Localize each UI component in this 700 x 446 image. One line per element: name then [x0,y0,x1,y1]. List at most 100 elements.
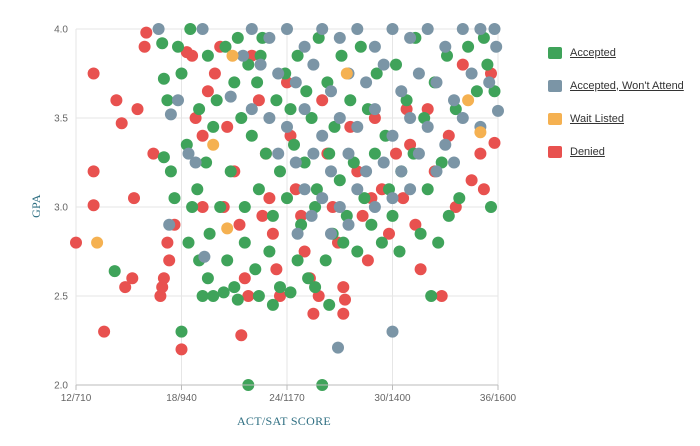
data-point[interactable] [281,23,293,35]
data-point[interactable] [347,156,360,169]
data-point[interactable] [201,49,214,62]
legend-item[interactable]: Accepted [548,36,698,69]
data-point[interactable] [368,103,381,116]
data-point[interactable] [316,129,329,142]
data-point[interactable] [397,192,410,205]
data-point[interactable] [163,218,176,231]
data-point[interactable] [351,245,364,258]
data-point[interactable] [377,58,390,71]
data-point[interactable] [186,49,199,62]
data-point[interactable] [228,281,241,294]
data-point[interactable] [386,129,399,142]
data-point[interactable] [281,192,293,205]
data-point[interactable] [309,281,322,294]
data-point[interactable] [221,254,234,267]
legend-label[interactable]: Wait Listed [570,112,625,125]
data-point[interactable] [224,165,237,178]
data-point[interactable] [481,58,494,71]
data-point[interactable] [342,147,355,160]
data-point[interactable] [298,156,311,169]
legend-item[interactable]: Accepted, Won't Attend [548,69,698,102]
data-point[interactable] [356,209,369,222]
data-point[interactable] [370,67,383,80]
data-point[interactable] [201,272,214,285]
data-point[interactable] [474,23,487,35]
data-point[interactable] [237,49,249,62]
data-point[interactable] [254,49,267,62]
data-point[interactable] [337,307,350,320]
data-point[interactable] [390,58,402,71]
data-point[interactable] [300,85,313,98]
data-point[interactable] [274,290,286,302]
data-point[interactable] [375,236,388,249]
data-point[interactable] [266,227,279,240]
data-point[interactable] [168,192,181,205]
data-point[interactable] [298,183,311,196]
data-point[interactable] [412,147,425,160]
data-point[interactable] [217,286,230,299]
data-point[interactable] [456,23,469,35]
data-point[interactable] [284,286,297,299]
data-point[interactable] [87,199,100,212]
data-point[interactable] [180,138,193,151]
data-point[interactable] [131,103,144,116]
data-point[interactable] [490,40,503,53]
data-point[interactable] [228,76,241,89]
data-point[interactable] [164,165,177,178]
data-point[interactable] [182,147,195,160]
data-point[interactable] [196,201,209,213]
data-point[interactable] [91,236,104,249]
data-point[interactable] [182,236,195,249]
data-point[interactable] [295,209,308,222]
data-point[interactable] [251,76,264,89]
data-point[interactable] [172,94,184,107]
data-point[interactable] [210,94,223,107]
data-point[interactable] [208,67,221,80]
data-point[interactable] [456,112,469,124]
data-point[interactable] [289,76,302,89]
data-point[interactable] [340,67,353,80]
data-point[interactable] [462,40,475,53]
data-point[interactable] [291,49,304,62]
data-point[interactable] [488,85,501,98]
data-point[interactable] [266,209,279,222]
data-point[interactable] [316,94,329,107]
data-point[interactable] [328,120,341,133]
data-point[interactable] [161,94,174,107]
data-point[interactable] [138,40,151,53]
data-point[interactable] [175,67,188,80]
data-point[interactable] [87,67,100,80]
data-point[interactable] [272,67,285,80]
legend-label[interactable]: Denied [570,145,605,158]
data-point[interactable] [368,40,381,53]
data-point[interactable] [274,281,286,294]
data-point[interactable] [333,174,346,187]
data-point[interactable] [172,40,184,53]
data-point[interactable] [386,325,399,338]
data-point[interactable] [281,76,293,89]
data-point[interactable] [337,281,350,294]
data-point[interactable] [221,222,234,235]
legend-item[interactable]: Wait Listed [548,102,698,135]
data-point[interactable] [298,40,311,53]
data-point[interactable] [442,209,455,222]
data-point[interactable] [196,23,209,35]
data-point[interactable] [289,183,302,196]
data-point[interactable] [224,90,237,103]
data-point[interactable] [395,165,408,178]
data-point[interactable] [404,183,417,196]
data-point[interactable] [483,76,496,89]
data-point[interactable] [310,183,323,196]
data-point[interactable] [377,156,390,169]
data-point[interactable] [108,265,121,278]
data-point[interactable] [115,117,128,130]
data-point[interactable] [414,263,427,276]
data-point[interactable] [207,290,220,302]
data-point[interactable] [368,147,381,160]
data-point[interactable] [470,85,483,98]
data-point[interactable] [430,165,443,178]
data-point[interactable] [70,236,82,249]
data-point[interactable] [449,103,462,116]
data-point[interactable] [485,201,497,213]
data-point[interactable] [340,209,353,222]
